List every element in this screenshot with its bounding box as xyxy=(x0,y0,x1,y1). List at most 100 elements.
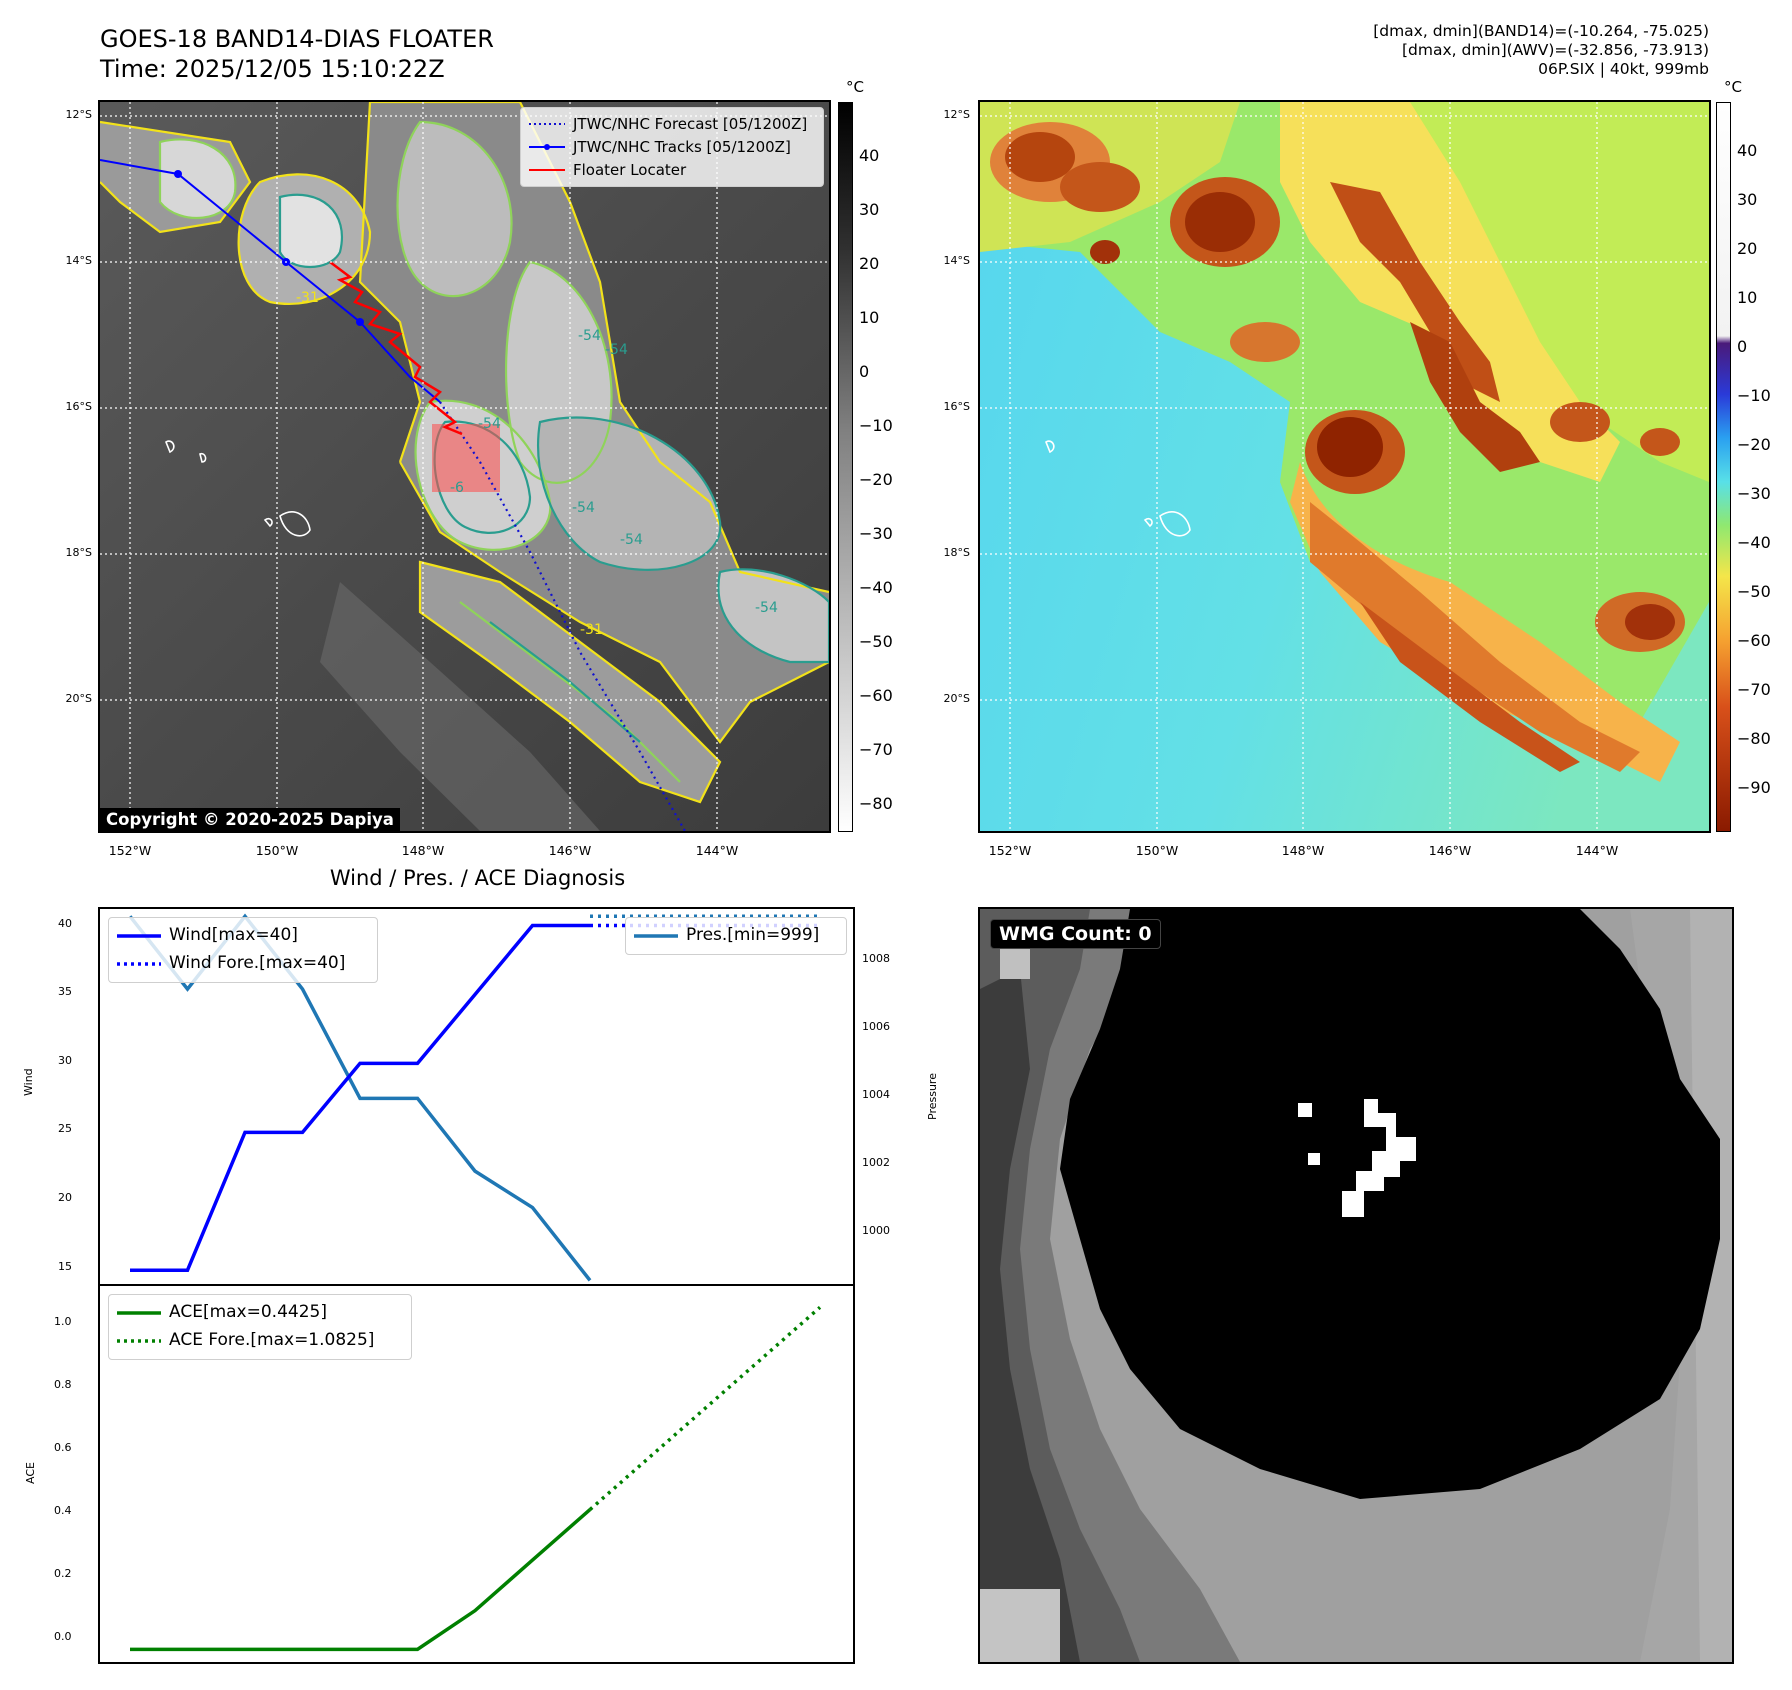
floater-box xyxy=(432,424,500,492)
ace-tick: 0.0 xyxy=(54,1630,72,1643)
cb-tick: −50 xyxy=(859,632,893,651)
contour-label: -31 xyxy=(296,290,319,306)
cb-tick: −20 xyxy=(859,470,893,489)
wind-pressure-axes: Wind[max=40] Wind Fore.[max=40] Pres.[mi… xyxy=(98,907,855,1286)
pressure-tick: 1000 xyxy=(862,1224,890,1237)
lon-label: 150°W xyxy=(255,843,299,858)
ir-legend: JTWC/NHC Forecast [05/1200Z] JTWC/NHC Tr… xyxy=(520,107,824,187)
lat-label: 18°S xyxy=(65,546,92,559)
contour-label: -6 xyxy=(450,480,464,496)
ir-colorbar xyxy=(838,102,853,832)
lon-label: 148°W xyxy=(401,843,445,858)
cb-tick: −10 xyxy=(859,416,893,435)
cb-tick: 40 xyxy=(859,146,880,165)
island-outlines xyxy=(165,440,311,537)
ace-legend: ACE[max=0.4425] ACE Fore.[max=1.0825] xyxy=(108,1294,412,1360)
lat-label: 18°S xyxy=(943,546,970,559)
wind-legend-swatches xyxy=(117,934,161,966)
floater-locater-line[interactable] xyxy=(329,261,463,436)
lon-label: 150°W xyxy=(1135,843,1179,858)
diagnosis-title: Wind / Pres. / ACE Diagnosis xyxy=(329,866,626,890)
legend-floater: Floater Locater xyxy=(573,161,687,179)
ace-axes: ACE[max=0.4425] ACE Fore.[max=1.0825] xyxy=(98,1284,855,1664)
pressure-tick: 1004 xyxy=(862,1088,890,1101)
cb-tick: −60 xyxy=(859,686,893,705)
pres-legend: Pres.[min=999] xyxy=(625,917,847,955)
ir-map-svg: -31 -54 -54 -54 -6 -54 -54 -31 -54 xyxy=(100,102,829,831)
figure-title: GOES-18 BAND14-DIAS FLOATER xyxy=(100,25,494,53)
contour-label: -54 xyxy=(620,532,643,548)
ace-tick: 0.8 xyxy=(54,1378,72,1391)
ir-colorbar-unit: °C xyxy=(846,78,864,96)
cb-tick: −50 xyxy=(1737,582,1771,601)
contour-label: -54 xyxy=(578,328,601,344)
cb-tick: −10 xyxy=(1737,386,1771,405)
lat-label: 16°S xyxy=(943,400,970,413)
awv-gridlines xyxy=(980,102,1709,831)
cb-tick: −40 xyxy=(1737,533,1771,552)
ace-tick: 1.0 xyxy=(54,1315,72,1328)
wind-series-line[interactable] xyxy=(130,923,590,1272)
awv-moisture-field xyxy=(980,102,1709,782)
band14-stats: [dmax, dmin](BAND14)=(-10.264, -75.025) xyxy=(1373,22,1709,40)
cb-tick: 10 xyxy=(1737,288,1758,307)
lat-label: 14°S xyxy=(943,254,970,267)
wind-tick: 15 xyxy=(58,1260,72,1273)
awv-map-svg xyxy=(980,102,1709,831)
contour-label: -54 xyxy=(478,416,501,432)
lat-label: 20°S xyxy=(65,692,92,705)
ace-legend-swatches xyxy=(117,1311,161,1343)
legend-tracks: JTWC/NHC Tracks [05/1200Z] xyxy=(573,138,791,156)
cb-tick: −30 xyxy=(1737,484,1771,503)
lat-label: 16°S xyxy=(65,400,92,413)
cb-tick: 0 xyxy=(859,362,870,381)
wind-axis-label: Wind xyxy=(22,1068,35,1096)
track-point[interactable] xyxy=(356,318,364,326)
wmg-count-badge: WMG Count: 0 xyxy=(990,919,1161,949)
awv-colorbar xyxy=(1716,102,1731,832)
lon-label: 144°W xyxy=(695,843,739,858)
pressure-tick: 1006 xyxy=(862,1020,890,1033)
ace-tick: 0.2 xyxy=(54,1567,72,1580)
ace-plot xyxy=(130,1306,822,1652)
ace-series-forecast-line[interactable] xyxy=(588,1306,822,1511)
legend-wind: Wind[max=40] xyxy=(169,925,298,945)
awv-colorbar-unit: °C xyxy=(1724,78,1742,96)
wind-tick: 40 xyxy=(58,917,72,930)
cb-tick: −40 xyxy=(859,578,893,597)
contour-label: -54 xyxy=(572,500,595,516)
cb-tick: −80 xyxy=(859,794,893,813)
lat-label: 20°S xyxy=(943,692,970,705)
lon-label: 152°W xyxy=(108,843,152,858)
pres-legend-swatch xyxy=(634,934,678,938)
awv-island-outlines xyxy=(1045,440,1191,537)
legend-wind-fore: Wind Fore.[max=40] xyxy=(169,953,346,973)
contour-label: -31 xyxy=(580,622,603,638)
cb-tick: 40 xyxy=(1737,141,1758,160)
cb-tick: −80 xyxy=(1737,729,1771,748)
wind-legend: Wind[max=40] Wind Fore.[max=40] xyxy=(108,917,378,983)
wmg-panel: WMG Count: 0 xyxy=(978,907,1734,1664)
legend-pres: Pres.[min=999] xyxy=(686,925,820,945)
contour-label: -54 xyxy=(755,600,778,616)
cb-tick: 20 xyxy=(859,254,880,273)
cb-tick: −60 xyxy=(1737,631,1771,650)
cb-tick: −90 xyxy=(1737,778,1771,797)
legend-forecast: JTWC/NHC Forecast [05/1200Z] xyxy=(573,115,808,133)
ir-map-panel: -31 -54 -54 -54 -6 -54 -54 -31 -54 JTWC/… xyxy=(98,100,831,833)
lat-label: 12°S xyxy=(943,108,970,121)
pressure-tick: 1002 xyxy=(862,1156,890,1169)
pressure-tick: 1008 xyxy=(862,952,890,965)
track-point[interactable] xyxy=(174,170,182,178)
ace-tick: 0.6 xyxy=(54,1441,72,1454)
jtwc-track-line[interactable] xyxy=(100,159,441,403)
cb-tick: −70 xyxy=(1737,680,1771,699)
jtwc-forecast-line[interactable] xyxy=(439,401,686,831)
cb-tick: −20 xyxy=(1737,435,1771,454)
wind-tick: 25 xyxy=(58,1122,72,1135)
ace-series-line[interactable] xyxy=(130,1508,592,1652)
wind-tick: 35 xyxy=(58,985,72,998)
wind-tick: 20 xyxy=(58,1191,72,1204)
ace-tick: 0.4 xyxy=(54,1504,72,1517)
ace-axis-label: ACE xyxy=(24,1462,37,1484)
